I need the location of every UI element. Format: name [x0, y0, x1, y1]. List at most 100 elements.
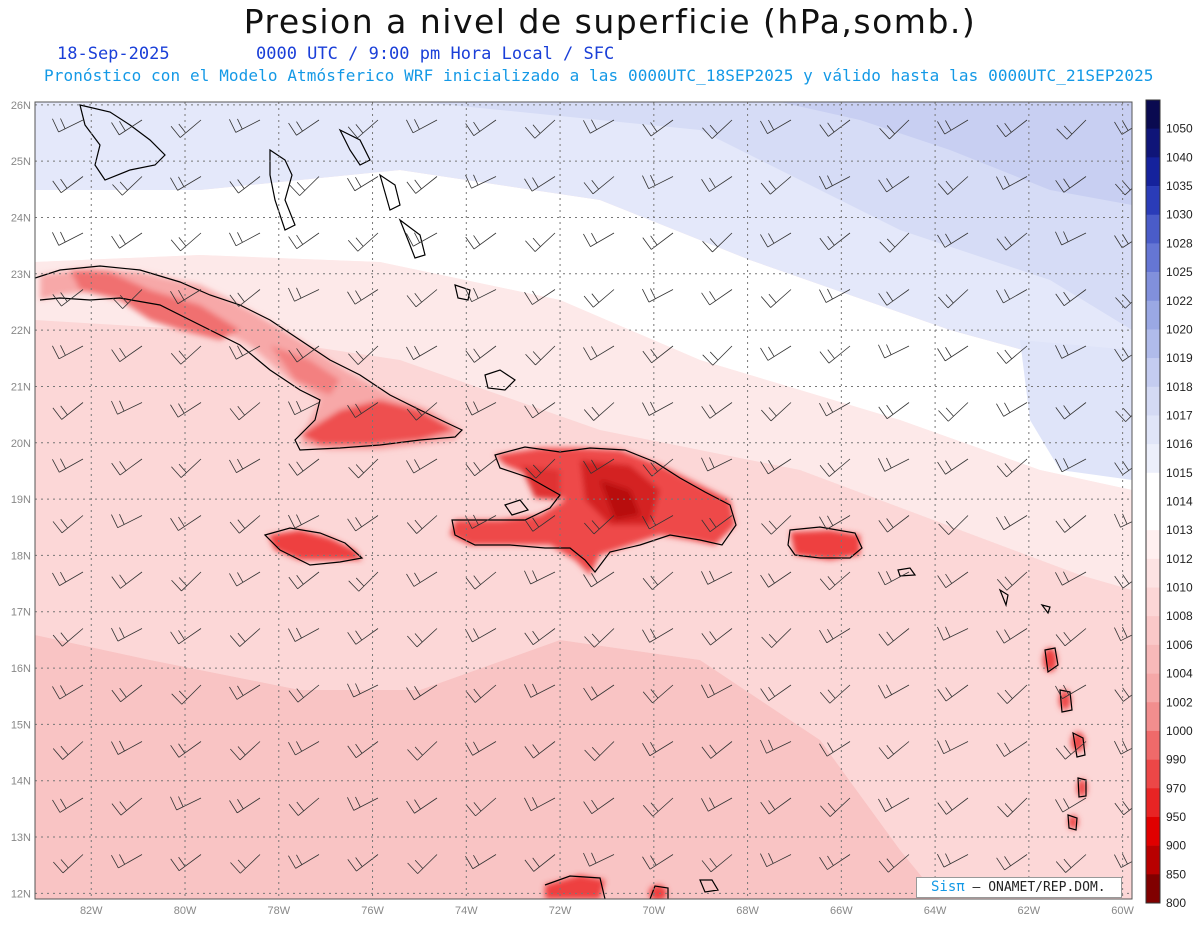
wind-barb [524, 797, 556, 812]
wind-barb [170, 119, 202, 138]
wind-barb [996, 628, 1028, 644]
wind-barb [701, 402, 733, 419]
wind-barb [996, 402, 1028, 417]
wind-barb [584, 515, 615, 535]
wind-barb [348, 458, 379, 479]
wind-barb [1055, 628, 1087, 647]
wind-barb [465, 401, 497, 416]
lat-lon-grid [35, 102, 1132, 899]
wind-barb [820, 797, 851, 817]
colorbar-swatch [1146, 243, 1160, 273]
wind-barb [347, 515, 379, 532]
wind-barb [229, 402, 261, 421]
wind-barb [407, 628, 438, 648]
wind-barb [465, 684, 497, 703]
wind-barb [937, 626, 969, 641]
colorbar-label: 1000 [1166, 724, 1193, 738]
wind-barb [1055, 741, 1087, 760]
wind-barb [52, 458, 84, 473]
wind-barb [642, 401, 674, 416]
wind-barb [525, 458, 556, 479]
wind-barb [701, 628, 733, 646]
valid-time: 0000 UTC / 9:00 pm Hora Local / SFC [256, 44, 615, 64]
wind-barb [701, 176, 733, 192]
colorbar-label: 1015 [1166, 466, 1193, 480]
lat-label: 24N [11, 212, 31, 224]
colorbar-swatch [1146, 300, 1160, 330]
wind-barb [407, 741, 438, 761]
wind-barb [996, 741, 1028, 757]
colorbar-label: 1025 [1166, 265, 1193, 279]
wind-barb [583, 684, 615, 701]
colorbar-swatch [1146, 128, 1160, 158]
wind-barb [347, 289, 379, 305]
wind-barb [642, 571, 674, 590]
credit-org: – ONAMET/REP.DOM. [964, 880, 1106, 895]
wind-barb [52, 515, 84, 534]
wind-barb [878, 628, 910, 646]
colorbar-label: 1016 [1166, 437, 1193, 451]
wind-barb [229, 458, 261, 473]
wind-barb [524, 570, 556, 585]
lon-label: 68W [736, 905, 759, 917]
wind-barb [229, 232, 261, 247]
colorbar-swatch [1146, 444, 1160, 474]
wind-barb [1115, 289, 1132, 309]
wind-barb [406, 176, 438, 194]
wind-barb [996, 458, 1028, 478]
wind-barb [819, 854, 851, 870]
colorbar-label: 1017 [1166, 408, 1193, 422]
lat-label: 17N [11, 607, 31, 619]
colorbar-label: 850 [1166, 867, 1186, 881]
wind-barb [171, 684, 202, 705]
wind-barb [111, 400, 143, 415]
colorbar-label: 950 [1166, 810, 1186, 824]
wind-barb [347, 232, 379, 252]
wind-barb [642, 684, 674, 704]
wind-barb [52, 231, 84, 246]
wind-barb [1115, 402, 1132, 422]
wind-barb [406, 684, 438, 701]
wind-barb [1055, 231, 1087, 246]
wind-barb [1056, 119, 1087, 140]
colorbar-label: 800 [1166, 896, 1186, 910]
wind-barb [819, 175, 851, 190]
wind-barb [524, 289, 556, 305]
wind-barb [52, 118, 84, 133]
wind-barb [760, 176, 792, 195]
wind-barb [878, 684, 910, 699]
wind-barb [1055, 344, 1087, 359]
wind-barb [642, 797, 674, 817]
colorbar-swatch [1146, 673, 1160, 703]
wind-barb [111, 854, 143, 869]
wind-barb [347, 741, 379, 759]
wind-barb [701, 289, 733, 306]
latitude-labels: 26N 25N 24N 23N 22N 21N 20N 19N 18N 17N … [11, 100, 31, 901]
wind-barb [642, 345, 674, 364]
wind-barb [583, 402, 615, 421]
wind-barb [760, 571, 792, 588]
wind-barb [819, 345, 851, 364]
wind-barb [406, 515, 438, 534]
wind-barb [702, 232, 733, 253]
wind-barb [996, 175, 1028, 190]
wind-barb [524, 683, 556, 698]
wind-barb [111, 119, 143, 136]
wind-barb [229, 571, 261, 587]
wind-barb [584, 741, 615, 761]
wind-barb [524, 741, 556, 759]
colorbar-label: 1008 [1166, 609, 1193, 623]
wind-barb [406, 458, 438, 474]
wind-barb [878, 741, 910, 760]
colorbar-label: 1013 [1166, 523, 1193, 537]
wind-barb [996, 571, 1028, 591]
colorbar-swatch [1146, 157, 1160, 187]
colorbar-swatch [1146, 845, 1160, 875]
wind-barb [524, 176, 556, 192]
wind-barb [230, 854, 261, 874]
colorbar-swatch [1146, 816, 1160, 846]
wind-barb [52, 797, 84, 813]
lat-label: 21N [11, 381, 31, 393]
wind-barb [53, 854, 84, 874]
wind-barb [878, 515, 910, 533]
